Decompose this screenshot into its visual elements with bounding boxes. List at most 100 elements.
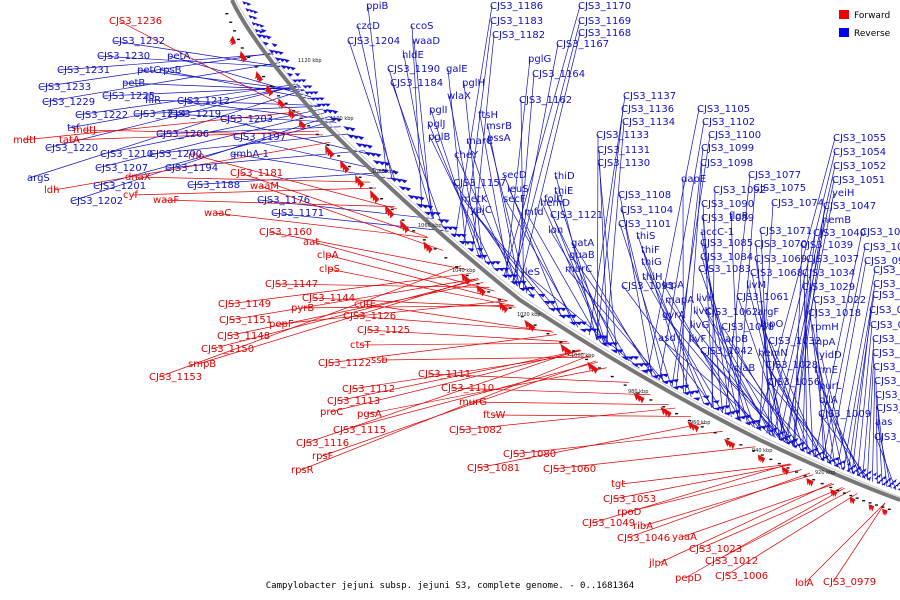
gene-label-cyf[interactable]: cyf <box>123 190 138 201</box>
gene-label-CJS3_1111[interactable]: CJS3_1111 <box>418 369 471 380</box>
gene-label-CJS3_1200[interactable]: CJS3_1200 <box>149 149 202 160</box>
gene-label-rnpA[interactable]: rnpA <box>812 337 836 348</box>
gene-label-CJS3_0992[interactable]: CJS3_0992 <box>873 279 900 290</box>
gene-label-thiH[interactable]: thiH <box>642 272 663 283</box>
gene-label-CJS3_1160[interactable]: CJS3_1160 <box>259 227 312 238</box>
gene-label-djlA[interactable]: djlA <box>819 395 838 406</box>
gene-label-CJS3_0982[interactable]: CJS3_0982 <box>875 390 900 401</box>
gene-label-CJS3_1137[interactable]: CJS3_1137 <box>623 91 676 102</box>
gene-label-thiS[interactable]: thiS <box>636 231 655 242</box>
gene-label-CJS3_1062[interactable]: CJS3_1062 <box>705 307 758 318</box>
gene-label-CJS3_1092[interactable]: CJS3_1092 <box>713 185 766 196</box>
gene-label-CJS3_1009[interactable]: CJS3_1009 <box>818 409 871 420</box>
gene-label-CJS3_1176[interactable]: CJS3_1176 <box>257 195 310 206</box>
gene-label-CJS3_0983[interactable]: CJS3_0983 <box>874 376 900 387</box>
gene-label-CJS3_1147[interactable]: CJS3_1147 <box>265 279 318 290</box>
gene-label-CJS3_1171[interactable]: CJS3_1171 <box>271 208 324 219</box>
gene-label-CJS3_1075[interactable]: CJS3_1075 <box>753 183 806 194</box>
gene-label-mdtI[interactable]: mdtI <box>13 135 36 146</box>
gene-label-CJS3_1081[interactable]: CJS3_1081 <box>467 463 520 474</box>
gene-label-CJS3_1113[interactable]: CJS3_1113 <box>327 396 380 407</box>
gene-label-argS[interactable]: argS <box>27 173 50 184</box>
gene-label-dapE[interactable]: dapE <box>681 174 706 185</box>
gene-label-CJS3_1058[interactable]: CJS3_1058 <box>721 322 774 333</box>
gene-label-pglI[interactable]: pglI <box>429 105 447 116</box>
gene-label-purL[interactable]: purL <box>819 381 842 392</box>
gene-label-CJS3_1210[interactable]: CJS3_1210 <box>100 149 153 160</box>
gene-label-CJS3_1182[interactable]: CJS3_1182 <box>492 30 545 41</box>
gene-label-folC[interactable]: folC <box>544 194 563 205</box>
gene-label-rpsB[interactable]: rpsB <box>159 65 182 76</box>
gene-label-CJS3_0987[interactable]: CJS3_0987 <box>872 334 900 345</box>
gene-label-CJS3_1083[interactable]: CJS3_1083 <box>698 264 751 275</box>
gene-label-CJS3_1084[interactable]: CJS3_1084 <box>700 252 753 263</box>
gene-label-jlpA[interactable]: jlpA <box>648 558 668 569</box>
gene-label-CJS3_0990[interactable]: CJS3_0990 <box>869 305 900 316</box>
gene-label-CJS3_1121[interactable]: CJS3_1121 <box>550 210 603 221</box>
gene-label-CJS3_1046[interactable]: CJS3_1046 <box>617 533 670 544</box>
gene-label-pglG[interactable]: pglG <box>528 54 551 65</box>
gene-label-CJS3_1229[interactable]: CJS3_1229 <box>42 97 95 108</box>
gene-label-trmE[interactable]: trmE <box>814 365 838 376</box>
gene-label-proC[interactable]: proC <box>320 407 343 418</box>
gene-label-CJS3_0984[interactable]: CJS3_0984 <box>873 362 900 373</box>
gene-label-CJS3_1225[interactable]: CJS3_1225 <box>102 91 155 102</box>
gene-label-CJS3_1110[interactable]: CJS3_1110 <box>441 383 494 394</box>
gene-label-CJS3_1102[interactable]: CJS3_1102 <box>702 117 755 128</box>
gene-label-CJS3_1001[interactable]: CJS3_1001 <box>863 242 900 253</box>
gene-label-pssA[interactable]: pssA <box>487 133 511 144</box>
gene-label-tatA[interactable]: tatA <box>59 135 80 146</box>
gene-label-msrB[interactable]: msrB <box>486 121 512 132</box>
gene-label-CJS3_1091[interactable]: CJS3_1091 <box>621 281 674 292</box>
gene-label-CJS3_1104[interactable]: CJS3_1104 <box>620 205 673 216</box>
gene-label-CJS3_1040[interactable]: CJS3_1040 <box>813 228 866 239</box>
gene-label-CJS3_1184[interactable]: CJS3_1184 <box>390 78 443 89</box>
gene-label-czcD[interactable]: czcD <box>356 21 380 32</box>
gene-label-CJS3_1029[interactable]: CJS3_1029 <box>802 282 855 293</box>
gene-label-CJS3_1006[interactable]: CJS3_1006 <box>715 571 768 582</box>
gene-label-CJS3_1098[interactable]: CJS3_1098 <box>700 158 753 169</box>
gene-label-CJS3_0979[interactable]: CJS3_0979 <box>823 577 876 588</box>
gene-label-rho[interactable]: rho <box>188 151 204 162</box>
gene-label-CJS3_0986[interactable]: CJS3_0986 <box>872 348 900 359</box>
gene-label-metK[interactable]: metK <box>461 194 488 205</box>
gene-label-lolA[interactable]: lolA <box>795 578 814 589</box>
gene-label-livG[interactable]: livG <box>690 320 709 331</box>
gene-label-mdtJ[interactable]: mdtJ <box>73 125 96 136</box>
gene-label-CJS3_1151[interactable]: CJS3_1151 <box>219 315 272 326</box>
gene-label-hemD[interactable]: hemD <box>540 198 570 209</box>
gene-label-ftsH[interactable]: ftsH <box>478 110 498 121</box>
gene-label-yajC[interactable]: yajC <box>470 205 492 216</box>
gene-label-thiE[interactable]: thiE <box>554 186 573 197</box>
gene-label-CJS3_1232[interactable]: CJS3_1232 <box>112 36 165 47</box>
gene-label-dnaX[interactable]: dnaX <box>125 172 151 183</box>
gene-label-lon[interactable]: lon <box>548 225 563 236</box>
gene-label-CJS3_1130[interactable]: CJS3_1130 <box>597 158 650 169</box>
gene-label-aas[interactable]: aas <box>875 417 892 428</box>
gene-label-ldh[interactable]: ldh <box>44 185 59 196</box>
gene-label-CJS3_1054[interactable]: CJS3_1054 <box>833 147 886 158</box>
gene-label-lepA[interactable]: lepA <box>662 280 684 291</box>
gene-label-CJS3_1042[interactable]: CJS3_1042 <box>700 346 753 357</box>
gene-label-pyrB[interactable]: pyrB <box>291 303 314 314</box>
gene-label-CJS3_1034[interactable]: CJS3_1034 <box>802 268 855 279</box>
gene-label-livH[interactable]: livH <box>696 293 715 304</box>
gene-label-CJS3_1080[interactable]: CJS3_1080 <box>503 449 556 460</box>
gene-label-CJS3_0993[interactable]: CJS3_0993 <box>873 265 900 276</box>
gene-label-yidD[interactable]: yidD <box>819 350 842 361</box>
gene-label-pglB[interactable]: pglB <box>428 132 450 143</box>
gene-label-CJS3_1149[interactable]: CJS3_1149 <box>218 299 271 310</box>
gene-label-waaF[interactable]: waaF <box>153 195 179 206</box>
gene-label-CJS3_1002[interactable]: CJS3_1002 <box>860 227 900 238</box>
gene-label-pglH[interactable]: pglH <box>462 78 485 89</box>
gene-label-pgsA[interactable]: pgsA <box>357 409 382 420</box>
gene-label-rpmH[interactable]: rpmH <box>811 322 839 333</box>
gene-label-CJS3_1028[interactable]: CJS3_1028 <box>765 360 818 371</box>
gene-label-CJS3_1056[interactable]: CJS3_1056 <box>767 377 820 388</box>
gene-label-CJS3_1207[interactable]: CJS3_1207 <box>95 163 148 174</box>
gene-label-hipO[interactable]: hipO <box>760 319 783 330</box>
gene-label-CJS3_1061[interactable]: CJS3_1061 <box>736 292 789 303</box>
gene-label-secD[interactable]: secD <box>502 170 527 181</box>
gene-label-CJS3_1206[interactable]: CJS3_1206 <box>156 129 209 140</box>
gene-label-CJS3_1133[interactable]: CJS3_1133 <box>596 130 649 141</box>
